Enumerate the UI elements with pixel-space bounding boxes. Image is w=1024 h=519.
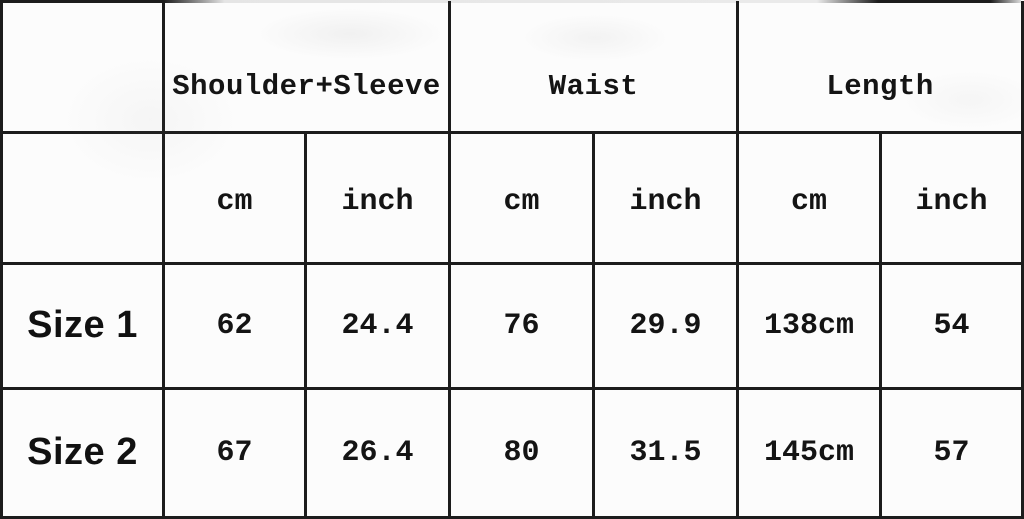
unit-header-waist-cm: cm bbox=[448, 130, 596, 265]
size1-waist-inch: 29.9 bbox=[592, 261, 740, 390]
size1-waist-cm: 76 bbox=[448, 261, 596, 390]
unit-header-shoulder-cm: cm bbox=[162, 130, 307, 265]
size2-waist-inch: 31.5 bbox=[592, 386, 740, 519]
column-group-shoulder-sleeve: Shoulder+Sleeve bbox=[161, 1, 452, 134]
row-label-size-2: Size 2 bbox=[0, 386, 165, 519]
unit-header-length-inch: inch bbox=[879, 130, 1024, 265]
size1-shoulder-cm: 62 bbox=[162, 261, 307, 390]
size2-length-inch: 57 bbox=[879, 386, 1024, 519]
column-group-length: Length bbox=[736, 1, 1024, 134]
table-row-size-1: Size 1 62 24.4 76 29.9 138cm 54 bbox=[0, 261, 1024, 390]
size2-waist-cm: 80 bbox=[448, 386, 596, 519]
units-row-empty-cell bbox=[0, 130, 165, 265]
column-group-waist: Waist bbox=[448, 1, 740, 134]
unit-header-waist-inch: inch bbox=[592, 130, 740, 265]
size2-length-cm: 145cm bbox=[736, 386, 883, 519]
table-row-size-2: Size 2 67 26.4 80 31.5 145cm 57 bbox=[0, 386, 1024, 519]
size2-shoulder-inch: 26.4 bbox=[303, 386, 452, 519]
size1-length-inch: 54 bbox=[879, 261, 1024, 390]
size1-shoulder-inch: 24.4 bbox=[303, 261, 452, 390]
corner-cell bbox=[0, 1, 165, 134]
row-label-size-1: Size 1 bbox=[0, 261, 165, 390]
unit-header-length-cm: cm bbox=[736, 130, 883, 265]
size2-shoulder-cm: 67 bbox=[162, 386, 307, 519]
size1-length-cm: 138cm bbox=[736, 261, 883, 390]
unit-header-shoulder-inch: inch bbox=[303, 130, 452, 265]
